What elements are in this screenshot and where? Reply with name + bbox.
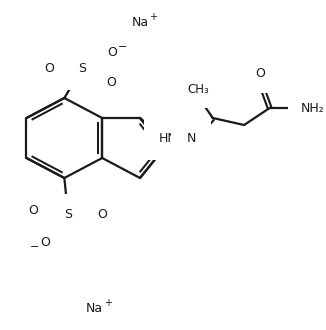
Text: −: −: [118, 42, 128, 52]
Text: S: S: [64, 209, 72, 221]
Text: S: S: [78, 61, 86, 75]
Text: O: O: [40, 236, 50, 248]
Text: N: N: [186, 131, 196, 145]
Text: O: O: [97, 209, 107, 221]
Text: Na: Na: [86, 302, 103, 314]
Text: CH₃: CH₃: [188, 83, 210, 96]
Text: O: O: [28, 204, 38, 216]
Text: +: +: [104, 298, 112, 308]
Text: NH₂: NH₂: [301, 102, 325, 115]
Text: O: O: [44, 61, 54, 75]
Text: HN: HN: [159, 131, 178, 145]
Text: +: +: [149, 12, 157, 22]
Text: O: O: [107, 77, 117, 89]
Text: O: O: [255, 67, 265, 80]
Text: Na: Na: [131, 16, 149, 28]
Text: −: −: [30, 242, 40, 252]
Text: O: O: [108, 46, 118, 58]
